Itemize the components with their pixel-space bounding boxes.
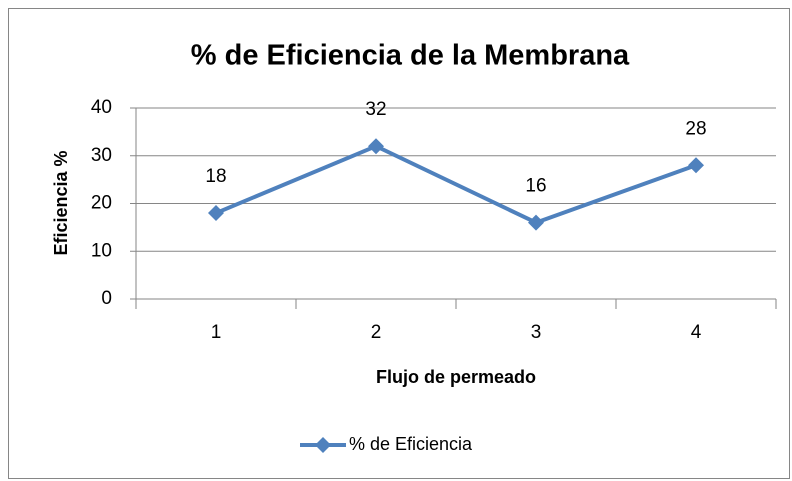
point-marker [528,214,544,231]
legend-marker [315,437,331,453]
legend-label: % de Eficiencia [349,434,473,454]
y-tick-label: 40 [91,97,112,118]
y-axis-label: Eficiencia % [51,150,71,255]
y-tick-label: 20 [91,193,112,214]
point-marker [368,138,384,155]
y-tick-label: 30 [91,145,112,166]
data-label: 28 [685,118,706,139]
x-tick-label: 3 [531,322,542,343]
y-tick-label: 10 [91,240,112,261]
data-label: 32 [365,99,386,120]
y-tick-label: 0 [101,288,112,309]
chart-title: % de Eficiencia de la Membrana [191,40,630,72]
x-tick-label: 4 [691,322,702,343]
x-axis-label: Flujo de permeado [376,367,536,387]
x-tick-label: 1 [211,322,222,343]
data-label: 16 [525,176,546,197]
data-label: 18 [205,166,226,187]
chart-border [8,8,790,479]
point-marker [208,205,224,222]
series-line [215,144,697,225]
x-tick-label: 2 [371,322,382,343]
point-marker [688,157,704,174]
